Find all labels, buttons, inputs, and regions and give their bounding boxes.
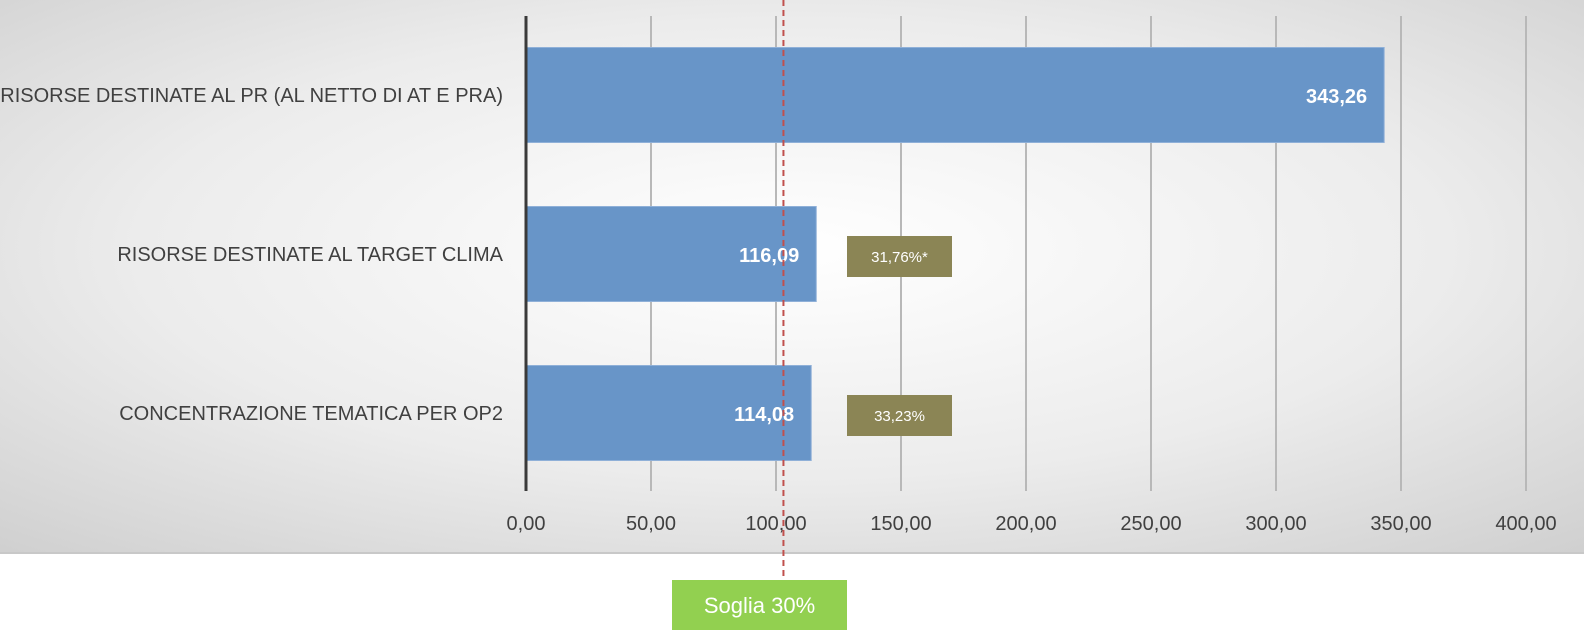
percent-box [847,395,952,436]
threshold-label: Soglia 30% [704,593,815,618]
data-label: 116,09 [739,245,799,267]
threshold-marker: Soglia 30% [672,0,847,630]
x-tick-label: 100,00 [745,513,806,535]
percent-box [847,236,952,277]
bar [525,365,812,461]
category-label: RISORSE DESTINATE AL TARGET CLIMA [117,244,503,266]
x-tick-label: 250,00 [1120,513,1181,535]
x-tick-label: 0,00 [507,513,546,535]
x-tick-label: 300,00 [1245,513,1306,535]
percent-label: 33,23% [874,408,925,425]
bars [525,47,1385,461]
threshold-box [672,580,847,630]
x-tick-label: 400,00 [1495,513,1556,535]
data-label: 114,08 [734,404,794,426]
x-tick-label: 350,00 [1370,513,1431,535]
x-tick-label: 200,00 [995,513,1056,535]
category-labels: RISORSE DESTINATE AL PR (AL NETTO DI AT … [0,85,503,425]
x-tick-label: 50,00 [626,513,676,535]
bar [525,206,817,302]
bar [525,47,1385,143]
percent-label: 31,76%* [871,249,928,266]
category-label: RISORSE DESTINATE AL PR (AL NETTO DI AT … [0,85,503,107]
percent-boxes: 31,76%* 33,23% [847,236,952,436]
data-label: 343,26 [1306,86,1367,108]
x-tick-label: 150,00 [870,513,931,535]
category-label: CONCENTRAZIONE TEMATICA PER OP2 [119,403,503,425]
x-tick-labels: 0,00 50,00 100,00 150,00 200,00 250,00 300,00 3… [507,513,1557,535]
